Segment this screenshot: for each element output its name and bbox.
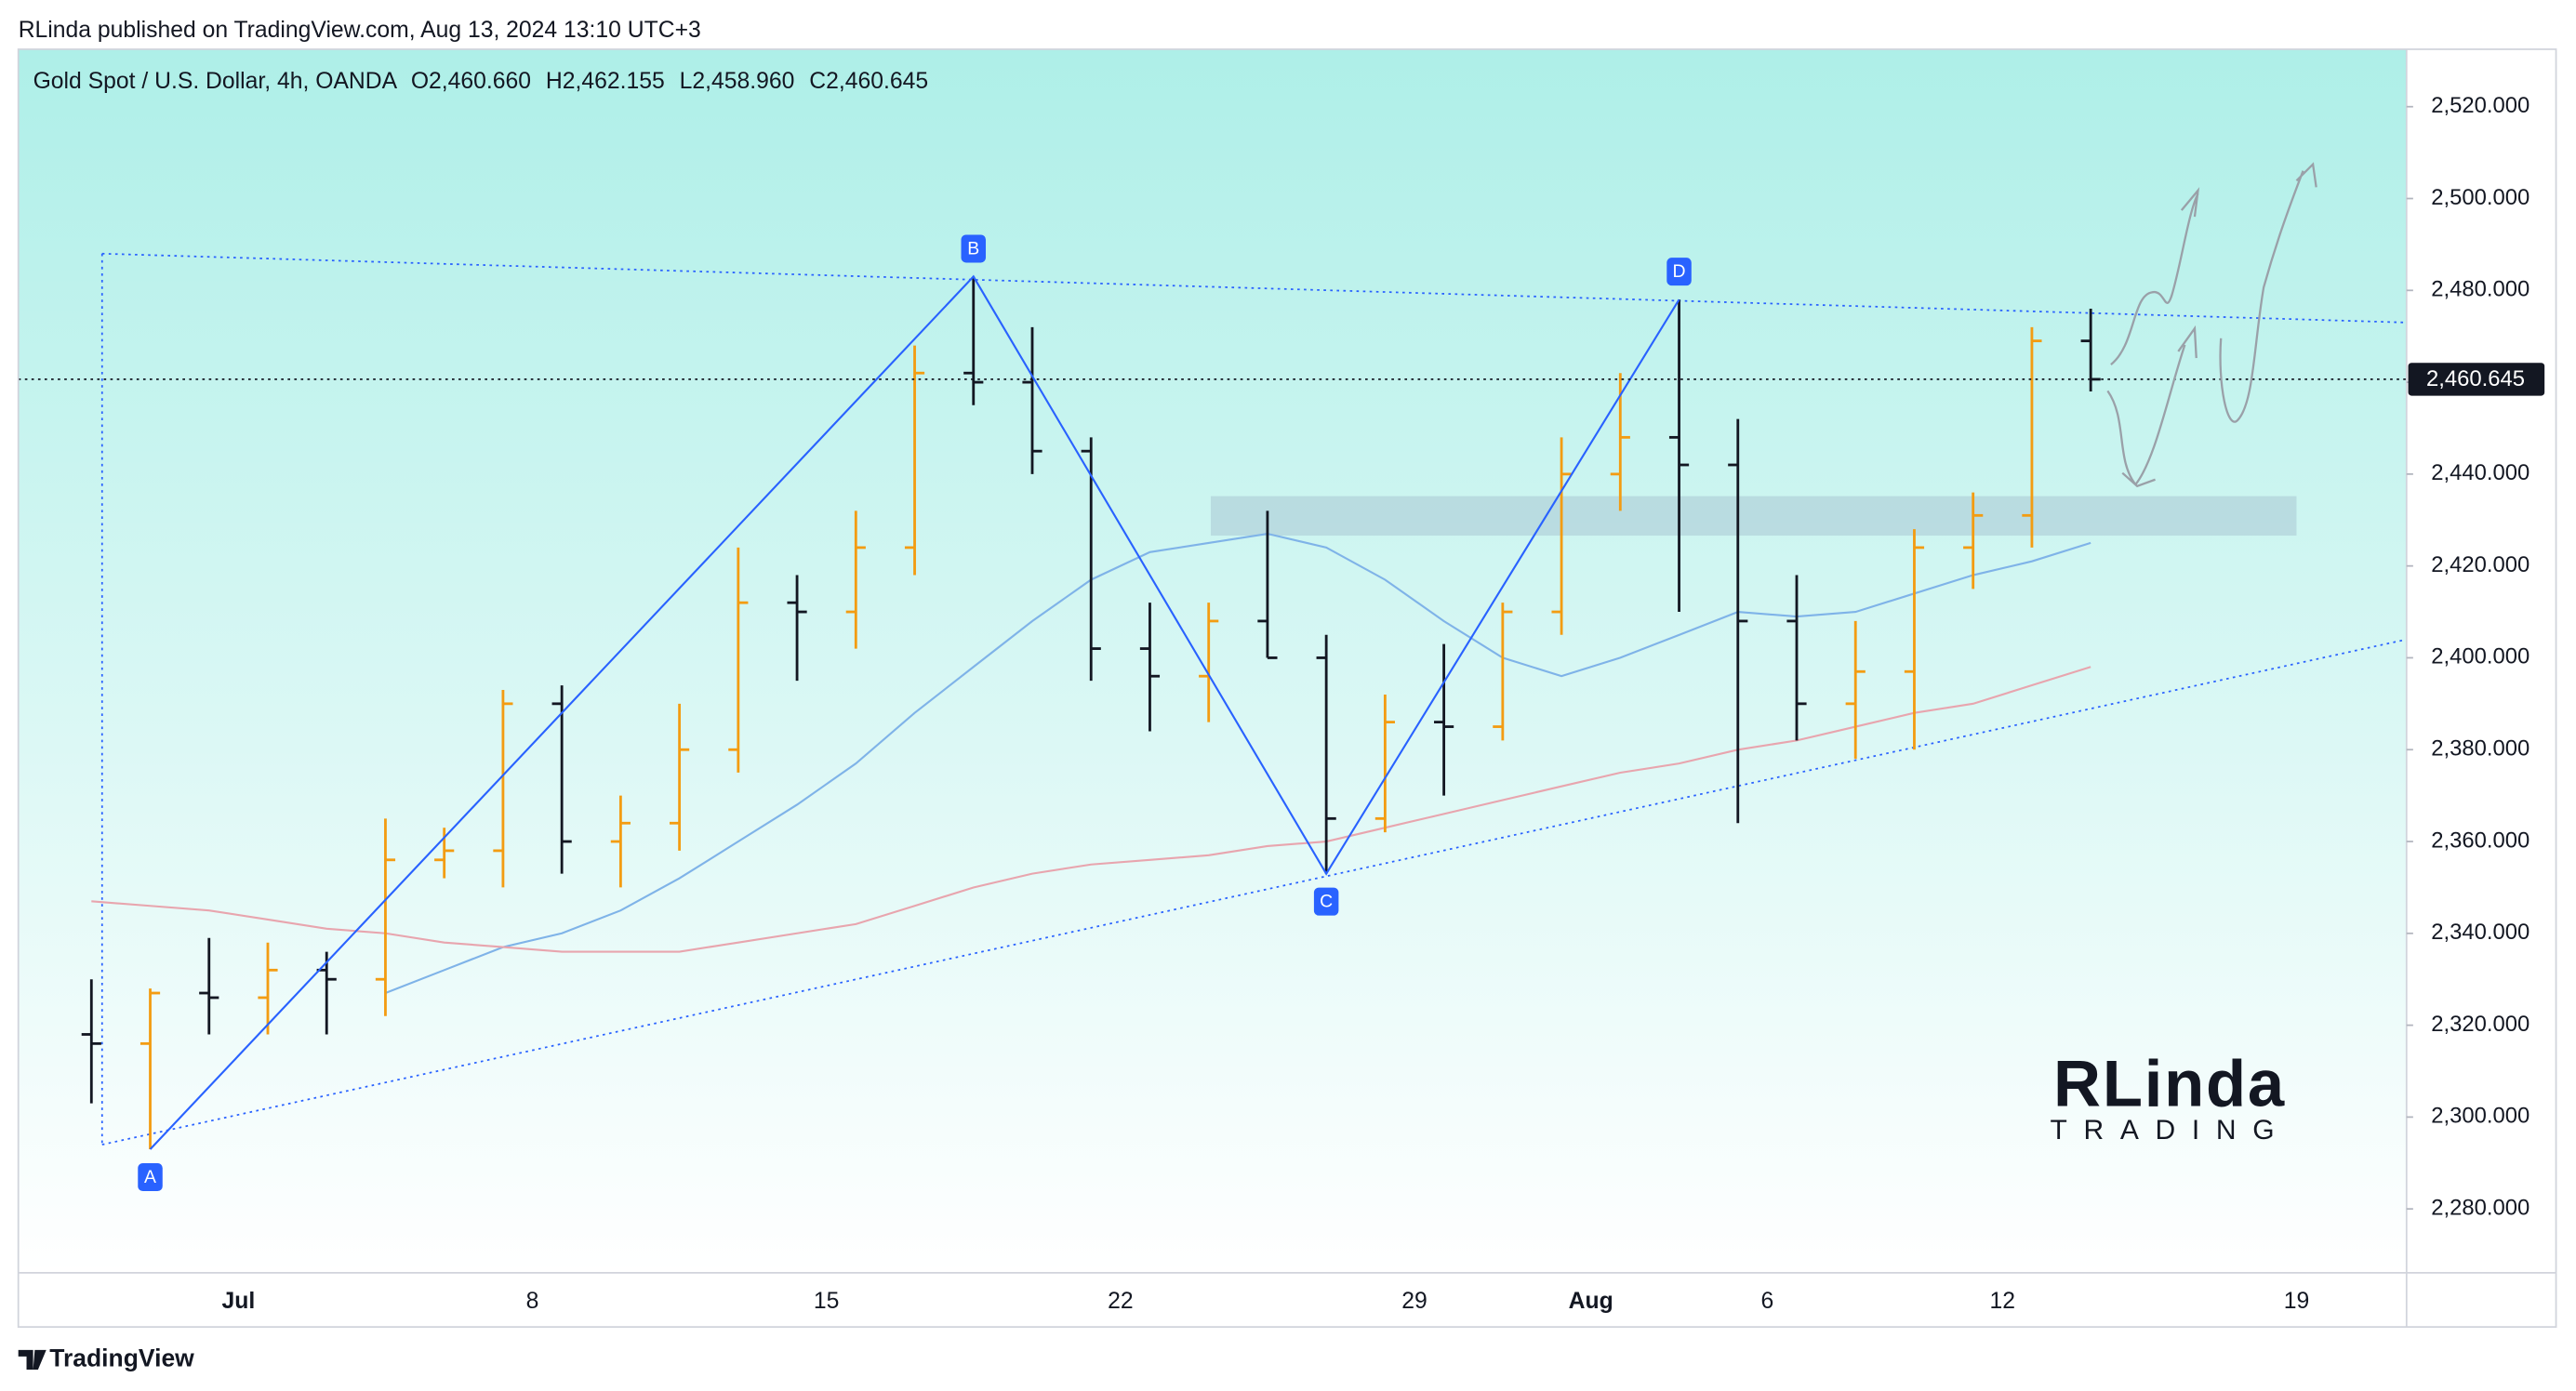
point-badge xyxy=(138,1162,163,1192)
point-badge xyxy=(1666,258,1692,286)
ohlc-bar xyxy=(787,575,807,682)
y-tick-label: 2,480.000 xyxy=(2431,277,2530,302)
x-tick-label: 8 xyxy=(526,1289,539,1314)
x-tick-label: 12 xyxy=(1990,1289,2016,1314)
point-badge xyxy=(1313,887,1339,916)
ohlc-bar xyxy=(2022,326,2042,548)
ohlc-bar xyxy=(551,685,572,874)
ohlc-bar xyxy=(1257,510,1278,659)
y-tick-label: 2,380.000 xyxy=(2431,736,2530,762)
x-tick-label: 29 xyxy=(1401,1289,1427,1314)
ohlc-bar xyxy=(81,979,101,1104)
y-tick-label: 2,400.000 xyxy=(2431,644,2530,669)
ohlc-bar xyxy=(1668,299,1690,613)
footer-brand: TradingView xyxy=(49,1344,194,1371)
ohlc-bar xyxy=(1199,603,1219,722)
ohlc-bar xyxy=(1963,492,1984,590)
ohlc-bar xyxy=(375,818,396,1016)
y-tick-label: 2,360.000 xyxy=(2431,828,2530,853)
ohlc-bar xyxy=(1434,643,1454,796)
ohlc-bar xyxy=(1022,326,1042,474)
ohlc-bar xyxy=(1493,603,1513,741)
hand-drawn-arrows xyxy=(2106,162,2317,488)
ohlc-bar xyxy=(1374,694,1395,833)
ohlc-bar xyxy=(139,988,161,1149)
ohlc-bar xyxy=(904,345,925,576)
point-badge xyxy=(961,234,987,263)
ohlc-bar xyxy=(1786,575,1807,741)
plot: A B C D xyxy=(18,234,2407,1192)
moving-average xyxy=(91,666,2091,953)
x-tick-label: 15 xyxy=(814,1289,840,1314)
footer-logo xyxy=(18,1349,46,1371)
legend-key: O xyxy=(411,69,429,94)
y-tick-label: 2,340.000 xyxy=(2431,920,2530,945)
y-tick-label: 2,300.000 xyxy=(2431,1104,2530,1129)
legend-value: 2,458.960 xyxy=(692,69,794,94)
x-tick-label: 6 xyxy=(1761,1289,1774,1314)
ohlc-bar xyxy=(1139,603,1161,732)
ohlc-bar xyxy=(1728,418,1748,824)
ohlc-bar xyxy=(728,547,749,773)
ohlc-bar xyxy=(1845,620,1866,760)
ohlc-bar xyxy=(493,690,513,888)
legend-value: 2,460.660 xyxy=(429,69,531,94)
frame xyxy=(17,48,2557,1328)
ohlc-bar xyxy=(845,510,866,649)
moving-average xyxy=(385,532,2091,995)
legend-key: L xyxy=(680,69,693,94)
publish-note: RLinda published on TradingView.com, Aug… xyxy=(19,18,701,43)
y-tick-label: 2,280.000 xyxy=(2431,1195,2530,1220)
ohlc-bar xyxy=(610,795,631,888)
abcd-pattern xyxy=(149,274,1680,1150)
y-tick-label: 2,420.000 xyxy=(2431,552,2530,577)
legend-key: C xyxy=(809,69,826,94)
legend-value: 2,462.155 xyxy=(563,69,665,94)
ohlc-bar xyxy=(199,937,219,1035)
point-label: C xyxy=(1320,892,1333,912)
legend-key: H xyxy=(546,69,563,94)
trendline-lower xyxy=(101,638,2407,1146)
legend-value: 2,460.645 xyxy=(826,69,928,94)
last-price-box xyxy=(2408,363,2545,396)
y-tick-label: 2,440.000 xyxy=(2431,460,2530,485)
ohlc-bar xyxy=(1904,529,1925,750)
ohlc-bar xyxy=(670,703,690,851)
last-price-label: 2,460.645 xyxy=(2426,366,2525,391)
y-tick-label: 2,500.000 xyxy=(2431,185,2530,210)
legend-title: Gold Spot / U.S. Dollar, 4h, OANDA xyxy=(33,69,398,94)
x-tick-label: 22 xyxy=(1108,1289,1133,1314)
y-tick-label: 2,320.000 xyxy=(2431,1012,2530,1037)
ohlc-bar xyxy=(963,276,984,405)
y-tick-label: 2,520.000 xyxy=(2431,93,2530,118)
watermark-subtitle: TRADING xyxy=(2051,1115,2291,1146)
point-label: D xyxy=(1673,261,1686,282)
watermark-title: RLinda xyxy=(2053,1047,2286,1120)
x-tick-label: 19 xyxy=(2284,1289,2310,1314)
plot-background xyxy=(18,48,2407,1273)
zone xyxy=(1210,496,2297,537)
ohlc-bar xyxy=(258,942,278,1035)
x-tick-label: Jul xyxy=(222,1289,256,1314)
ohlc-bar xyxy=(1316,634,1336,874)
point-label: A xyxy=(144,1167,156,1187)
x-tick-label: Aug xyxy=(1569,1289,1613,1314)
ohlc-bar xyxy=(1081,437,1101,682)
point-label: B xyxy=(967,238,979,258)
ohlc-bar xyxy=(1551,437,1572,635)
